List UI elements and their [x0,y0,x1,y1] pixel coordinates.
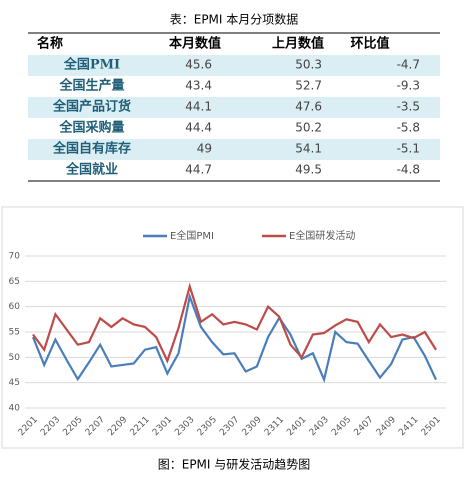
x-tick-label: 2211 [129,415,152,438]
legend-label: E全国研发活动 [289,229,355,242]
row-shade [28,97,440,118]
cell-value: 44.4 [185,121,212,135]
cell-value: 49 [197,142,212,156]
x-tick-label: 2209 [106,415,129,438]
cell-value: 54.1 [295,142,322,156]
cell-value: 43.4 [185,79,212,93]
table-header: 环比值 [350,36,389,52]
x-tick-label: 2309 [241,415,264,438]
cell-value: -4.8 [397,163,420,177]
x-tick-label: 2501 [420,415,443,438]
row-name: 全国生产量 [58,78,124,94]
x-tick-label: 2301 [151,415,174,438]
y-tick-label: 65 [9,277,20,287]
series-line [31,292,437,384]
cell-value: -4.7 [397,58,420,72]
x-tick-label: 2201 [17,415,40,438]
x-tick-label: 2411 [397,415,420,438]
row-name: 全国产品订货 [52,99,131,115]
y-tick-label: 55 [9,328,20,338]
cell-value: 44.1 [185,100,212,114]
y-tick-label: 60 [9,302,21,312]
cell-value: 50.2 [295,121,322,135]
x-tick-label: 2203 [39,415,62,438]
chart-frame [1,206,464,449]
table-caption: 表：EPMI 本月分项数据 [170,12,299,27]
cell-value: 45.6 [185,58,212,72]
row-shade [28,139,440,160]
x-tick-label: 2405 [330,415,353,438]
table-header: 上月数值 [272,36,324,52]
row-name: 全国采购量 [58,120,124,136]
row-name: 全国自有库存 [52,141,131,157]
y-tick-label: 50 [9,353,21,363]
row-name: 全国就业 [65,162,118,178]
row-name: 全国PMI [63,57,120,73]
x-tick-label: 2303 [173,415,196,438]
cell-value: 52.7 [295,79,322,93]
x-tick-label: 2403 [308,415,331,438]
x-tick-label: 2401 [285,415,308,438]
table-header: 本月数值 [169,36,221,52]
cell-value: 50.3 [295,58,322,72]
legend-label: E全国PMI [170,229,214,242]
x-tick-label: 2409 [375,415,398,438]
x-tick-label: 2205 [61,415,84,438]
y-tick-label: 45 [9,378,20,388]
x-tick-label: 2407 [352,415,375,438]
row-shade [28,55,440,76]
table-header: 名称 [37,36,63,52]
x-tick-label: 2207 [84,415,107,438]
cell-value: 49.5 [295,163,322,177]
cell-value: 44.7 [185,163,212,177]
cell-value: -3.5 [397,100,420,114]
y-tick-label: 40 [9,404,21,414]
y-tick-label: 70 [9,252,21,262]
cell-value: 47.6 [295,100,322,114]
x-tick-label: 2307 [218,415,241,438]
cell-value: -5.1 [397,142,420,156]
cell-value: -5.8 [397,121,420,135]
figure-caption: 图：EPMI 与研发活动趋势图 [158,457,311,472]
x-tick-label: 2305 [196,415,219,438]
x-tick-label: 2311 [263,415,286,438]
series-line [32,282,437,364]
cell-value: -9.3 [397,79,420,93]
